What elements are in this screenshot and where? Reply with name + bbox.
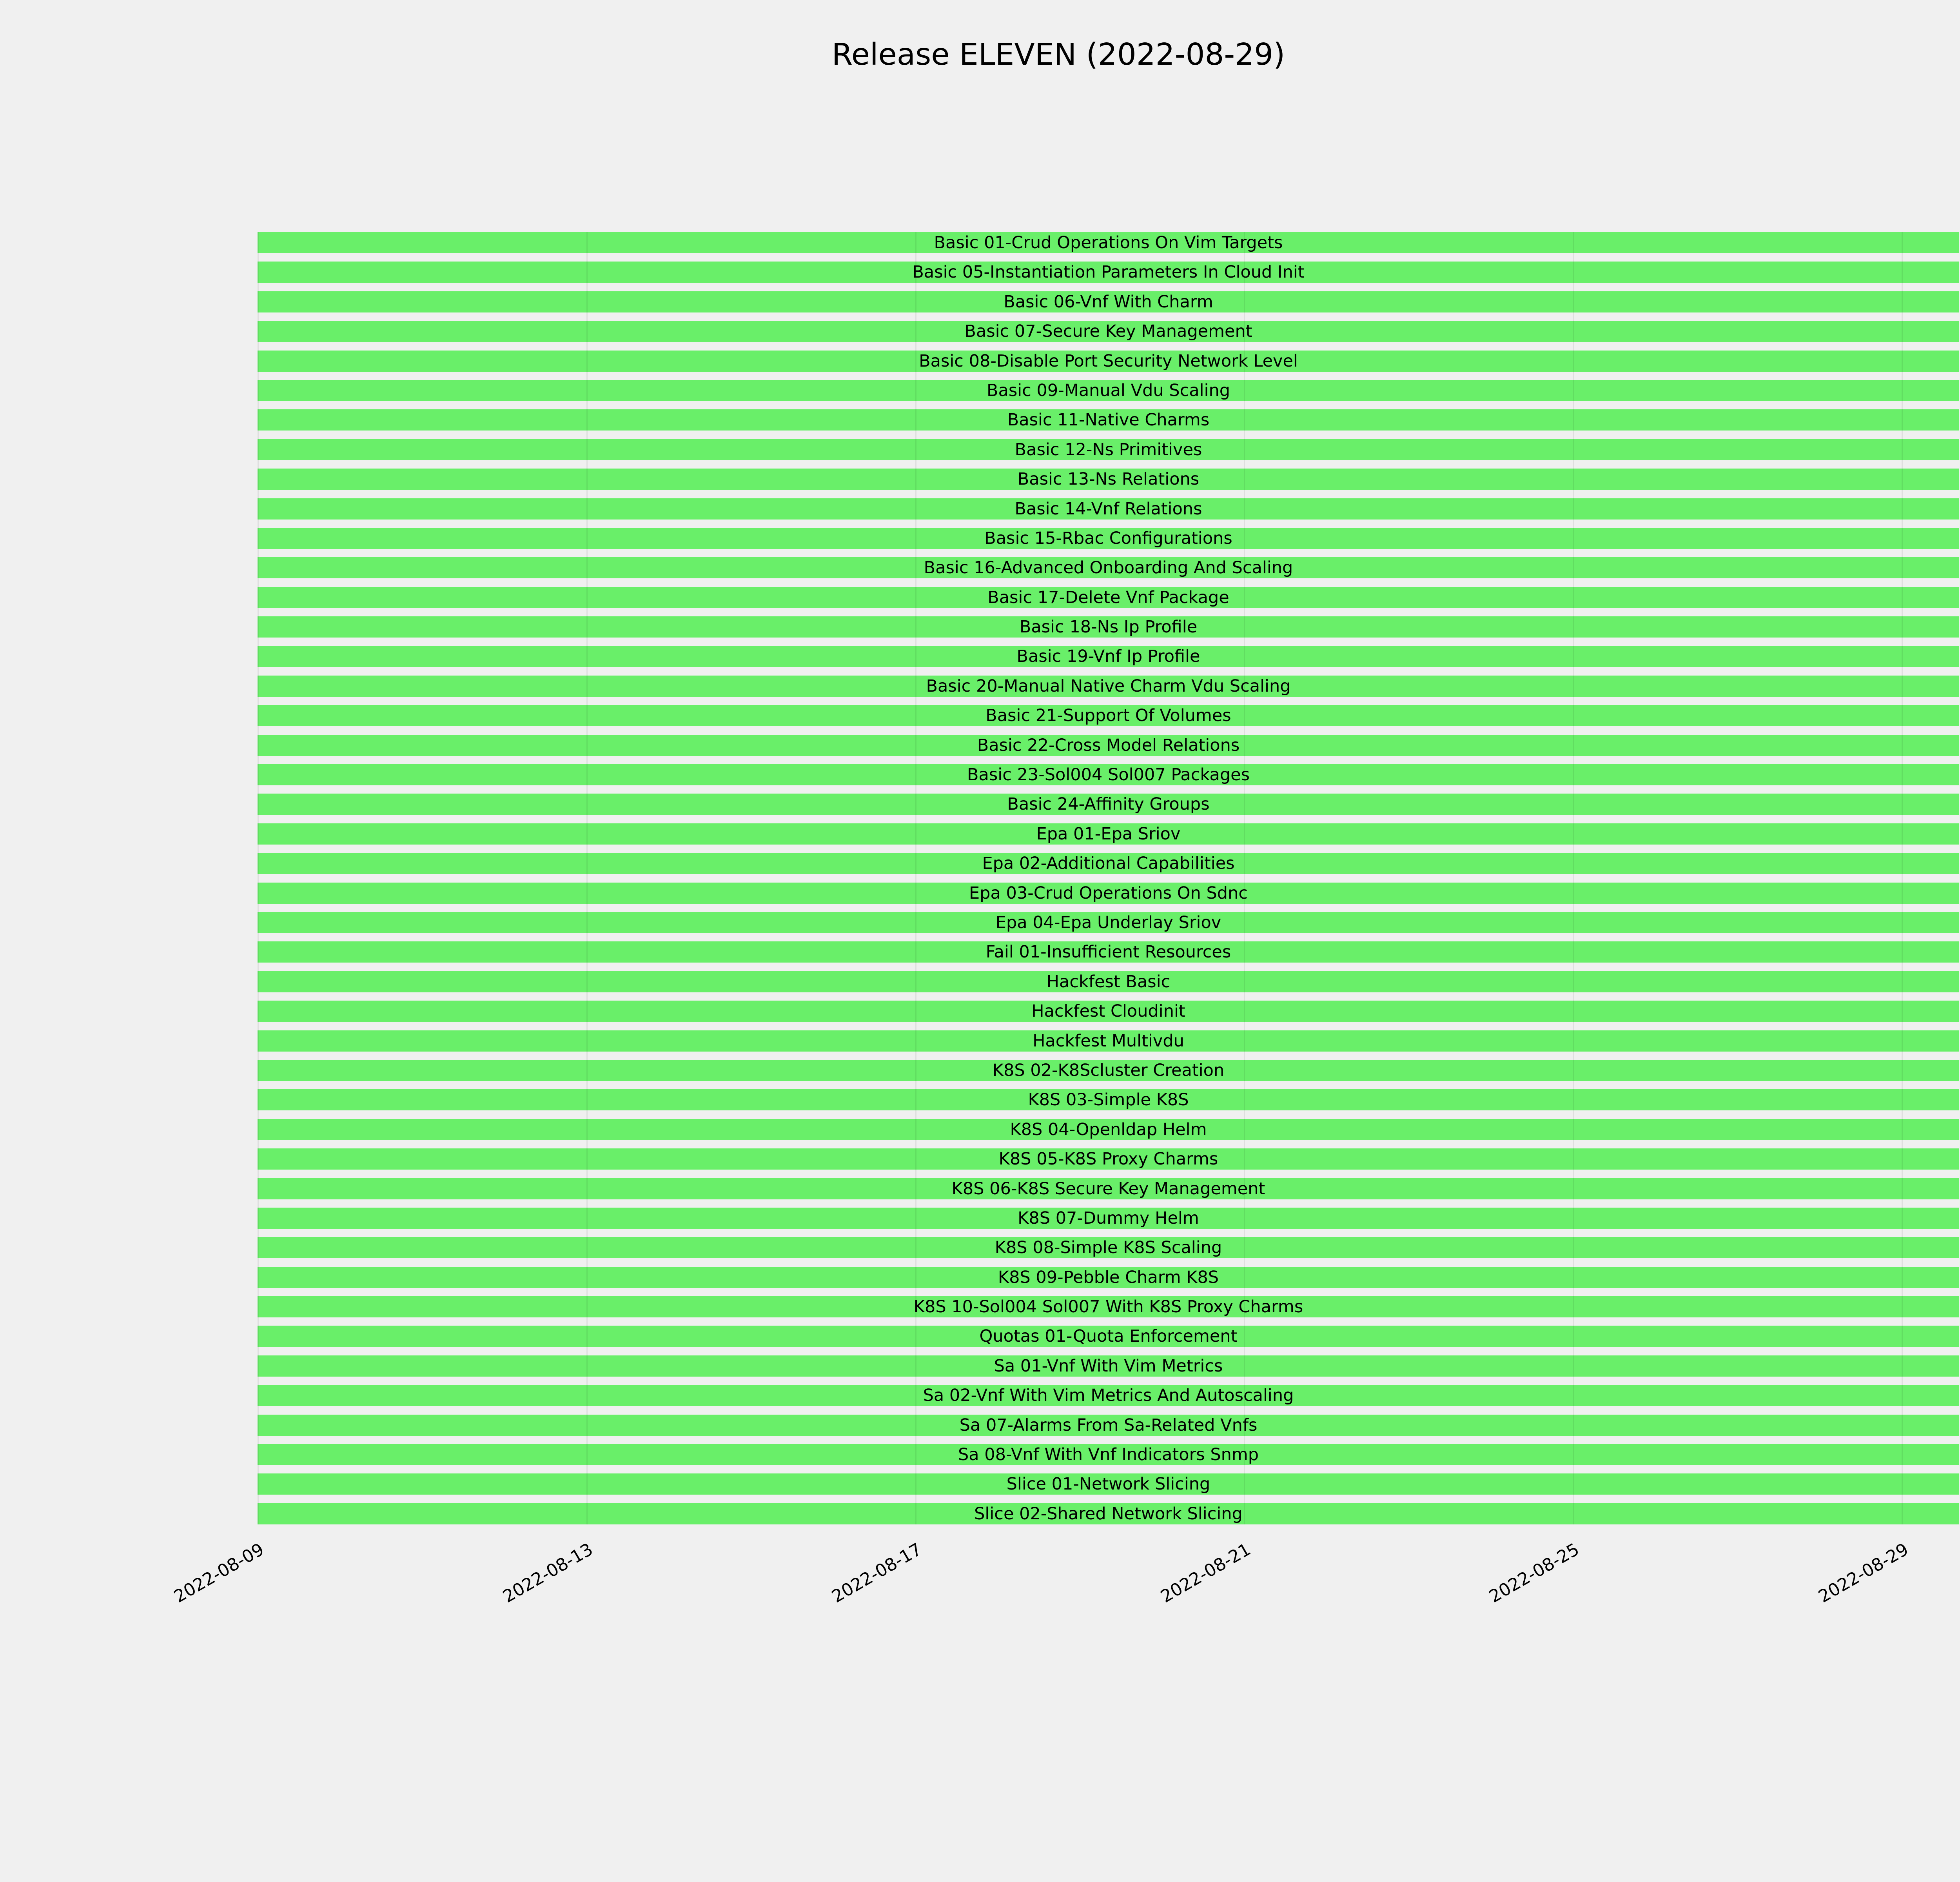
task-bar: Basic 13-Ns Relations: [258, 469, 1959, 490]
task-bar: Basic 23-Sol004 Sol007 Packages: [258, 764, 1959, 786]
task-bar: K8S 08-Simple K8S Scaling: [258, 1237, 1959, 1259]
task-bar: Basic 05-Instantiation Parameters In Clo…: [258, 262, 1959, 283]
task-bar: K8S 09-Pebble Charm K8S: [258, 1266, 1959, 1288]
task-bar: Slice 01-Network Slicing: [258, 1473, 1959, 1495]
task-bar: Basic 14-Vnf Relations: [258, 498, 1959, 520]
task-bar: Basic 18-Ns Ip Profile: [258, 616, 1959, 638]
task-label: Hackfest Multivdu: [1033, 1031, 1184, 1051]
task-label: K8S 07-Dummy Helm: [1018, 1208, 1199, 1228]
task-bar: K8S 06-K8S Secure Key Management: [258, 1178, 1959, 1199]
task-label: Basic 20-Manual Native Charm Vdu Scaling: [926, 676, 1291, 696]
task-label: Quotas 01-Quota Enforcement: [979, 1326, 1238, 1346]
task-label: Basic 14-Vnf Relations: [1014, 499, 1202, 519]
task-label: Basic 05-Instantiation Parameters In Clo…: [912, 262, 1305, 282]
task-label: Slice 01-Network Slicing: [1006, 1474, 1210, 1494]
task-bar: Sa 07-Alarms From Sa-Related Vnfs: [258, 1414, 1959, 1436]
task-bar: Basic 16-Advanced Onboarding And Scaling: [258, 557, 1959, 579]
task-bar: Basic 21-Support Of Volumes: [258, 705, 1959, 727]
task-label: Sa 02-Vnf With Vim Metrics And Autoscali…: [923, 1386, 1294, 1406]
task-label: K8S 03-Simple K8S: [1028, 1090, 1189, 1110]
task-label: Hackfest Cloudinit: [1031, 1001, 1185, 1021]
task-label: Basic 24-Affinity Groups: [1007, 794, 1210, 814]
task-bar: Basic 24-Affinity Groups: [258, 794, 1959, 815]
task-bar: Basic 06-Vnf With Charm: [258, 291, 1959, 312]
task-label: Basic 08-Disable Port Security Network L…: [919, 351, 1298, 371]
task-bar: Basic 07-Secure Key Management: [258, 321, 1959, 342]
task-bar: Basic 15-Rbac Configurations: [258, 527, 1959, 549]
task-label: K8S 04-Openldap Helm: [1010, 1119, 1207, 1139]
task-bar: Basic 09-Manual Vdu Scaling: [258, 380, 1959, 401]
task-label: Basic 23-Sol004 Sol007 Packages: [967, 765, 1250, 785]
task-label: Basic 06-Vnf With Charm: [1004, 292, 1213, 312]
task-label: Sa 07-Alarms From Sa-Related Vnfs: [959, 1415, 1258, 1435]
task-bar: Epa 04-Epa Underlay Sriov: [258, 912, 1959, 933]
task-label: Basic 17-Delete Vnf Package: [987, 587, 1229, 607]
task-label: Basic 22-Cross Model Relations: [977, 735, 1240, 755]
plot-area: Basic 01-Crud Operations On Vim Targets B…: [258, 232, 1959, 1524]
task-label: Basic 09-Manual Vdu Scaling: [986, 380, 1230, 400]
bars-container: Basic 01-Crud Operations On Vim Targets B…: [258, 232, 1959, 1524]
task-label: Basic 01-Crud Operations On Vim Targets: [934, 233, 1283, 253]
task-bar: Basic 19-Vnf Ip Profile: [258, 646, 1959, 667]
task-bar: Epa 03-Crud Operations On Sdnc: [258, 882, 1959, 904]
task-bar: Sa 01-Vnf With Vim Metrics: [258, 1355, 1959, 1377]
task-label: Basic 18-Ns Ip Profile: [1019, 617, 1198, 637]
task-label: Basic 19-Vnf Ip Profile: [1016, 647, 1200, 667]
task-bar: Hackfest Multivdu: [258, 1030, 1959, 1052]
task-label: Basic 11-Native Charms: [1007, 410, 1210, 430]
x-tick-label: 2022-08-09: [171, 1539, 268, 1607]
task-bar: Hackfest Basic: [258, 971, 1959, 992]
task-bar: K8S 05-K8S Proxy Charms: [258, 1148, 1959, 1170]
x-tick-label: 2022-08-29: [1815, 1539, 1912, 1607]
task-label: Epa 04-Epa Underlay Sriov: [995, 912, 1221, 932]
task-label: Slice 02-Shared Network Slicing: [974, 1504, 1243, 1524]
task-bar: K8S 02-K8Scluster Creation: [258, 1059, 1959, 1081]
task-bar: Sa 02-Vnf With Vim Metrics And Autoscali…: [258, 1385, 1959, 1406]
x-tick-label: 2022-08-17: [828, 1539, 926, 1607]
task-label: K8S 02-K8Scluster Creation: [992, 1060, 1225, 1080]
task-label: Basic 07-Secure Key Management: [964, 322, 1252, 342]
task-label: Sa 01-Vnf With Vim Metrics: [994, 1356, 1223, 1376]
x-tick-label: 2022-08-25: [1486, 1539, 1583, 1607]
task-bar: Epa 02-Additional Capabilities: [258, 853, 1959, 874]
x-tick-label: 2022-08-13: [499, 1539, 597, 1607]
task-bar: K8S 07-Dummy Helm: [258, 1207, 1959, 1229]
task-label: Basic 12-Ns Primitives: [1014, 440, 1202, 460]
task-bar: Basic 12-Ns Primitives: [258, 439, 1959, 460]
task-label: Basic 21-Support Of Volumes: [985, 706, 1231, 726]
task-bar: Basic 08-Disable Port Security Network L…: [258, 350, 1959, 372]
task-bar: K8S 04-Openldap Helm: [258, 1119, 1959, 1140]
chart-title: Release ELEVEN (2022-08-29): [831, 37, 1285, 72]
task-bar: Fail 01-Insufficient Resources: [258, 941, 1959, 963]
task-label: K8S 08-Simple K8S Scaling: [995, 1238, 1222, 1258]
task-bar: Basic 17-Delete Vnf Package: [258, 587, 1959, 608]
task-label: K8S 10-Sol004 Sol007 With K8S Proxy Char…: [913, 1297, 1303, 1317]
x-axis: 2022-08-09 2022-08-13 2022-08-17 2022-08-21…: [171, 1534, 1959, 1644]
task-bar: Basic 01-Crud Operations On Vim Targets: [258, 232, 1959, 253]
task-label: Basic 15-Rbac Configurations: [984, 528, 1232, 548]
task-bar: Basic 11-Native Charms: [258, 409, 1959, 431]
task-bar: Quotas 01-Quota Enforcement: [258, 1326, 1959, 1347]
x-tick-label: 2022-08-21: [1157, 1539, 1254, 1607]
task-bar: Slice 02-Shared Network Slicing: [258, 1503, 1959, 1524]
task-bar: Epa 01-Epa Sriov: [258, 823, 1959, 845]
task-bar: K8S 03-Simple K8S: [258, 1089, 1959, 1111]
task-label: Epa 02-Additional Capabilities: [982, 854, 1235, 874]
task-label: Epa 01-Epa Sriov: [1036, 824, 1181, 844]
task-bar: Hackfest Cloudinit: [258, 1001, 1959, 1022]
task-bar: Basic 20-Manual Native Charm Vdu Scaling: [258, 675, 1959, 697]
task-label: Basic 16-Advanced Onboarding And Scaling: [924, 558, 1293, 578]
task-label: Fail 01-Insufficient Resources: [985, 942, 1231, 962]
task-label: Basic 13-Ns Relations: [1017, 469, 1200, 489]
task-label: Epa 03-Crud Operations On Sdnc: [969, 883, 1248, 903]
task-label: K8S 09-Pebble Charm K8S: [998, 1267, 1219, 1287]
task-label: Hackfest Basic: [1046, 972, 1171, 992]
task-label: Sa 08-Vnf With Vnf Indicators Snmp: [958, 1445, 1259, 1465]
task-bar: Sa 08-Vnf With Vnf Indicators Snmp: [258, 1444, 1959, 1466]
task-bar: Basic 22-Cross Model Relations: [258, 734, 1959, 756]
task-label: K8S 05-K8S Proxy Charms: [998, 1149, 1218, 1169]
task-label: K8S 06-K8S Secure Key Management: [951, 1179, 1265, 1199]
task-bar: K8S 10-Sol004 Sol007 With K8S Proxy Char…: [258, 1296, 1959, 1318]
